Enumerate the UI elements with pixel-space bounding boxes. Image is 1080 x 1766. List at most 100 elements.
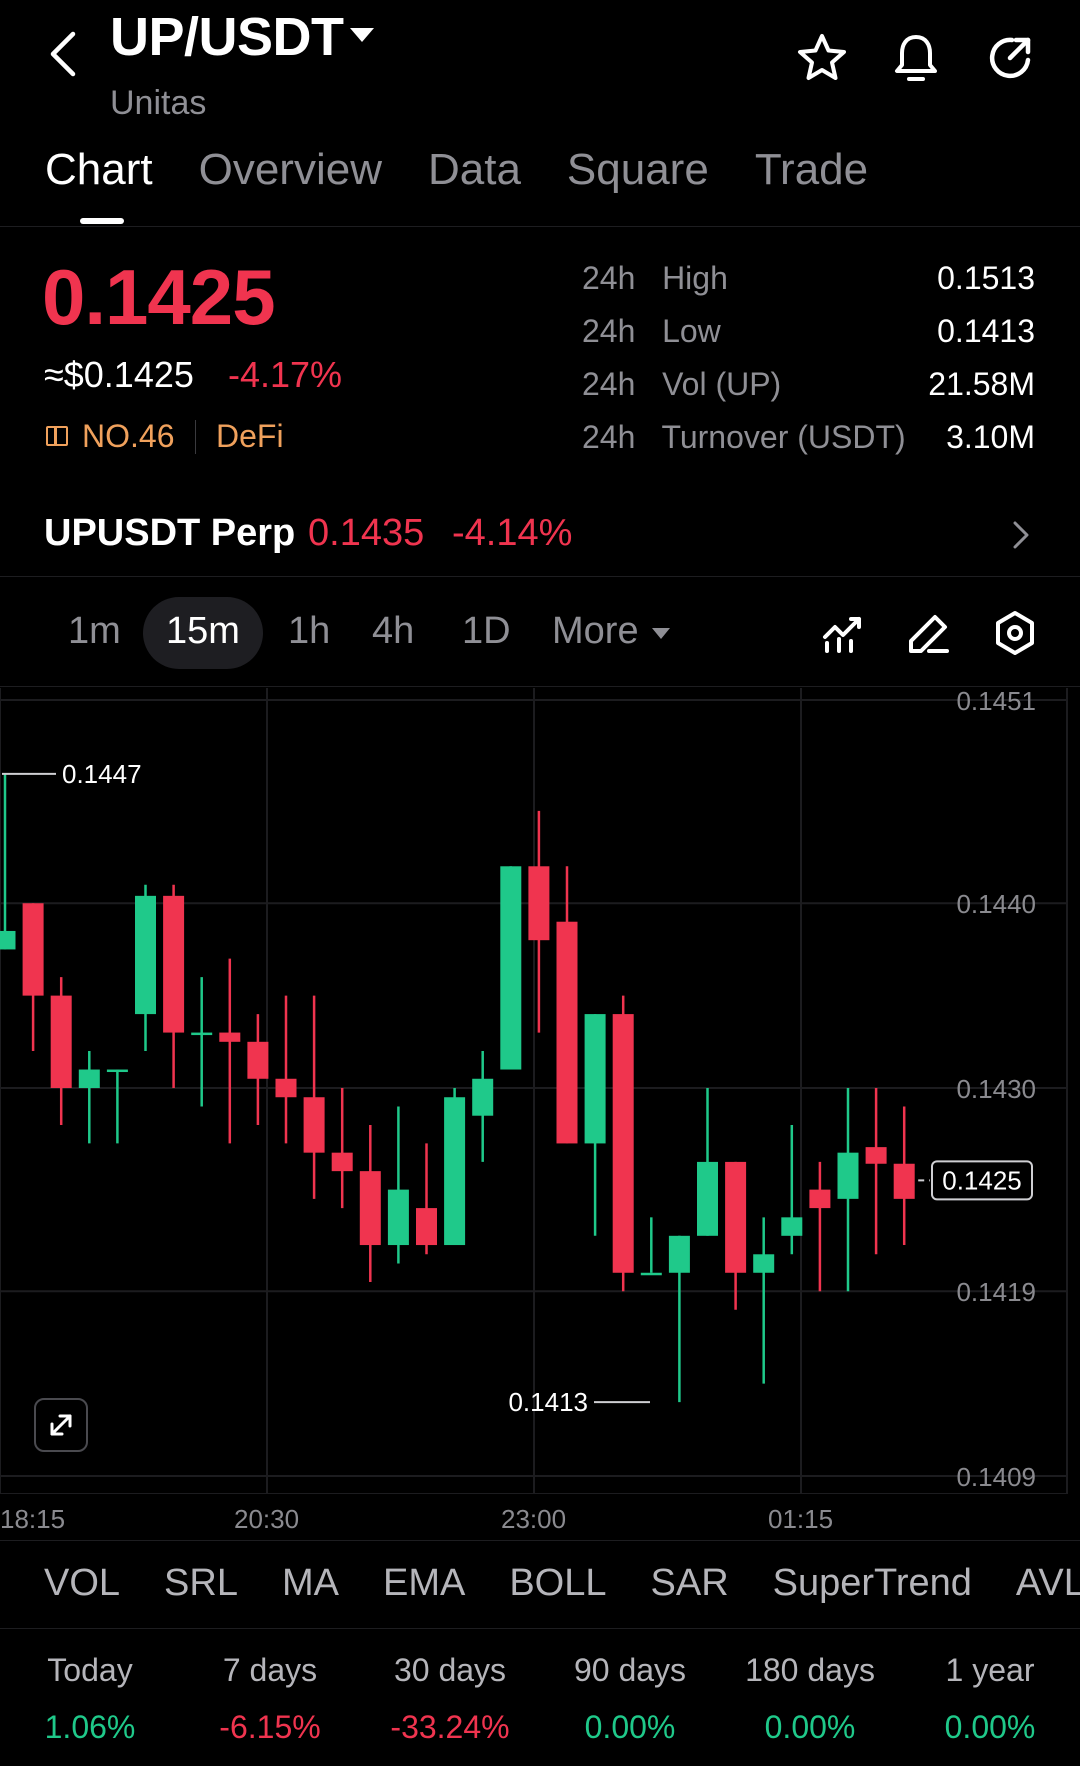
timeframe-4h[interactable]: 4h — [372, 610, 415, 652]
candle — [725, 1161, 747, 1310]
candle — [697, 1088, 718, 1236]
back-button[interactable] — [40, 28, 84, 80]
perf-label: 180 days — [745, 1652, 875, 1688]
candle — [275, 995, 297, 1144]
perf-7-days: 7 days -6.15% — [200, 1652, 340, 1746]
perp-name: UPUSDT Perp — [44, 512, 296, 554]
candlestick-chart[interactable]: 0.1451 0.1440 0.1430 0.1419 0.1409 0.1447 0.14… — [0, 688, 1080, 1494]
rank-badge[interactable]: NO.46 — [82, 418, 175, 454]
favorite-button[interactable] — [794, 30, 850, 86]
candle — [303, 995, 325, 1199]
usd-price: ≈$0.1425 — [44, 354, 194, 395]
fullscreen-button[interactable] — [34, 1398, 88, 1452]
perf-value: 0.00% — [764, 1709, 856, 1745]
indicator-ma[interactable]: MA — [281, 1562, 339, 1604]
tab-square[interactable]: Square — [566, 145, 709, 194]
x-tick-label: 18:15 — [0, 1504, 66, 1534]
indicator-sar[interactable]: SAR — [650, 1562, 729, 1604]
candle-body — [331, 1152, 353, 1172]
candle-body — [612, 1014, 634, 1273]
timeframe-1d[interactable]: 1D — [462, 610, 511, 652]
back-arrow-icon — [50, 31, 76, 77]
stat-value-low: 0.1413 — [937, 313, 1035, 349]
candle-body — [359, 1171, 381, 1246]
indicators-button[interactable] — [818, 608, 868, 658]
tab-overview[interactable]: Overview — [198, 145, 382, 194]
tab-data[interactable]: Data — [427, 145, 521, 194]
indicator-srl[interactable]: SRL — [164, 1562, 238, 1604]
tab-chart[interactable]: Chart — [45, 145, 153, 194]
timeframe-more[interactable]: More — [552, 610, 639, 652]
candle-body — [584, 1014, 606, 1144]
perf-value: 1.06% — [44, 1709, 136, 1745]
candle-body — [22, 903, 44, 996]
candle — [472, 1051, 494, 1162]
alert-button[interactable] — [888, 30, 944, 86]
pair-dropdown-caret-icon[interactable] — [350, 28, 374, 42]
stat-label-volume: 24h Vol (UP) — [582, 366, 782, 402]
x-tick-label: 20:30 — [234, 1504, 300, 1534]
indicator-vol[interactable]: VOL — [44, 1562, 121, 1604]
expand-icon — [50, 1414, 72, 1436]
candle-body — [668, 1235, 690, 1273]
candle — [528, 810, 550, 1033]
candle-body — [753, 1254, 775, 1273]
draw-button[interactable] — [904, 608, 954, 658]
timeframe-15m[interactable]: 15m — [166, 610, 240, 652]
chart-settings-button[interactable] — [990, 608, 1040, 658]
candle — [163, 884, 185, 1088]
candle — [781, 1124, 803, 1255]
candle — [247, 1014, 269, 1125]
candle — [387, 1106, 409, 1264]
share-icon — [989, 37, 1031, 79]
indicator-supertrend[interactable]: SuperTrend — [772, 1562, 972, 1604]
indicator-avl[interactable]: AVL — [1015, 1562, 1080, 1604]
perf-value: 0.00% — [944, 1709, 1036, 1745]
candle — [191, 977, 213, 1107]
candle-body — [191, 1032, 213, 1036]
share-button[interactable] — [982, 30, 1038, 86]
candle — [809, 1161, 831, 1292]
perf-label: 7 days — [222, 1652, 318, 1688]
indicator-boll[interactable]: BOLL — [509, 1562, 607, 1604]
divider — [195, 420, 196, 454]
perf-label: 90 days — [573, 1652, 687, 1688]
indicator-ema[interactable]: EMA — [382, 1562, 466, 1604]
stat-value-high: 0.1513 — [937, 260, 1035, 296]
y-tick-label: 0.1440 — [956, 889, 1036, 919]
pencil-icon — [909, 615, 949, 653]
candle — [500, 866, 522, 1070]
stat-value-turnover: 3.10M — [946, 419, 1035, 455]
perf-30-days: 30 days -33.24% — [375, 1652, 525, 1746]
perf-label: Today — [47, 1652, 133, 1688]
candle — [865, 1088, 887, 1255]
candle-body — [640, 1272, 662, 1276]
candle-body — [416, 1208, 437, 1246]
tab-trade[interactable]: Trade — [754, 145, 869, 194]
candle-body — [893, 1163, 915, 1199]
chart-grid — [0, 688, 1068, 1494]
candle-body — [781, 1217, 803, 1236]
candle-body — [303, 1097, 325, 1153]
candle-body — [50, 995, 72, 1088]
perf-label: 30 days — [393, 1652, 507, 1688]
candle — [331, 1088, 353, 1209]
timeframe-1h[interactable]: 1h — [288, 610, 331, 652]
stat-label-high: 24h High — [582, 260, 728, 296]
perf-180-days: 180 days 0.00% — [735, 1652, 885, 1746]
divider — [0, 1540, 1080, 1541]
candle-body — [78, 1069, 100, 1088]
y-tick-label: 0.1430 — [956, 1074, 1036, 1104]
sector-tag[interactable]: DeFi — [216, 418, 284, 454]
candle — [78, 1051, 100, 1144]
perf-today: Today 1.06% — [30, 1652, 150, 1746]
candle-body — [387, 1189, 409, 1246]
perp-change: -4.14% — [452, 512, 573, 554]
perf-label: 1 year — [945, 1652, 1035, 1688]
candle-body — [725, 1161, 747, 1273]
pair-title[interactable]: UP/USDT — [110, 7, 344, 67]
perf-value: -6.15% — [219, 1709, 321, 1745]
timeframe-1m[interactable]: 1m — [68, 610, 121, 652]
x-tick-label: 23:00 — [501, 1504, 567, 1534]
y-tick-label: 0.1419 — [956, 1277, 1036, 1307]
